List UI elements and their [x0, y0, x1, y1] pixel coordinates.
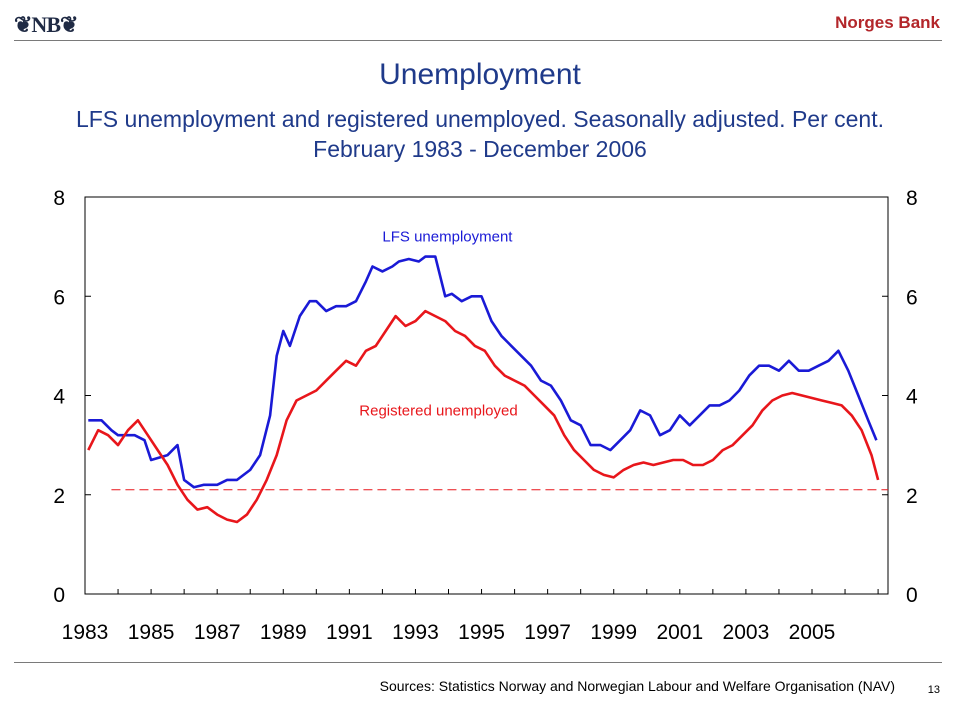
- x-tick-label: 1983: [62, 621, 109, 644]
- x-tick-label: 1999: [590, 621, 637, 644]
- header-divider: [14, 40, 942, 41]
- lfs-unemployment-label: LFS unemployment: [382, 229, 513, 246]
- brand-name: Norges Bank: [835, 13, 940, 32]
- y-tick-label-right: 2: [906, 485, 918, 508]
- x-tick-label: 1985: [128, 621, 175, 644]
- y-tick-label-left: 8: [53, 187, 65, 210]
- footer-divider: [14, 662, 942, 663]
- page-number: 13: [927, 684, 940, 696]
- registered-unemployed-label: Registered unemployed: [359, 402, 517, 419]
- x-tick-label: 1989: [260, 621, 307, 644]
- y-tick-label-right: 0: [906, 584, 918, 607]
- lfs-unemployment-line: [88, 255, 878, 489]
- x-tick-label: 2003: [723, 621, 770, 644]
- y-tick-label-right: 8: [906, 187, 918, 210]
- slide-title: Unemployment: [379, 58, 581, 91]
- y-tick-label-right: 6: [906, 286, 918, 309]
- y-tick-label-left: 6: [53, 286, 65, 309]
- y-tick-label-left: 4: [53, 386, 65, 409]
- x-tick-label: 1993: [392, 621, 439, 644]
- y-tick-label-left: 0: [53, 584, 65, 607]
- x-tick-label: 2005: [789, 621, 836, 644]
- x-tick-label: 1995: [458, 621, 505, 644]
- x-tick-label: 2001: [656, 621, 703, 644]
- y-tick-label-left: 2: [53, 485, 65, 508]
- x-tick-label: 1987: [194, 621, 241, 644]
- x-tick-label: 1997: [524, 621, 571, 644]
- x-tick-label: 1991: [326, 621, 373, 644]
- plot-frame: [84, 196, 889, 595]
- source-note: Sources: Statistics Norway and Norwegian…: [379, 678, 895, 694]
- registered-unemployed-line: [87, 309, 880, 524]
- norges-bank-logo: ❦NB❦: [14, 12, 78, 37]
- slide-subtitle: LFS unemployment and registered unemploy…: [75, 106, 885, 162]
- y-tick-label-right: 4: [906, 386, 918, 409]
